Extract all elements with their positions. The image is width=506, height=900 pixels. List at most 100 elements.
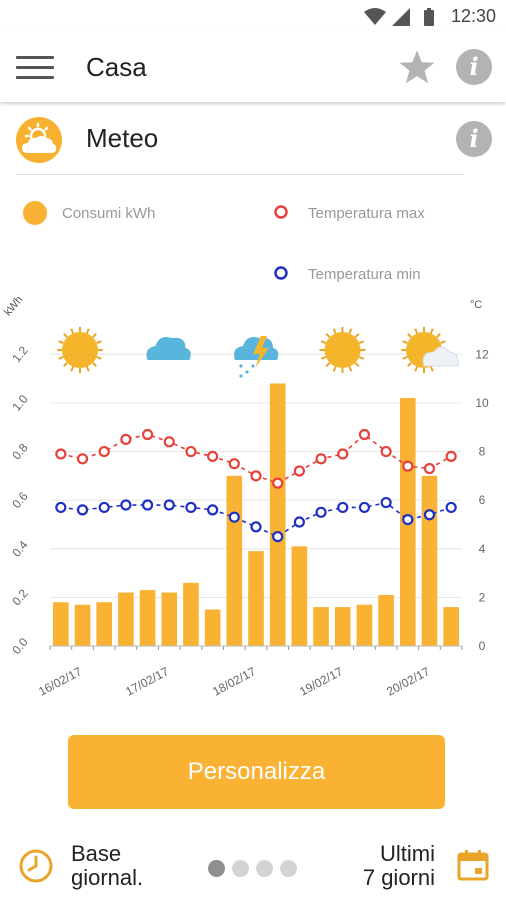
storm-weather-icon	[234, 336, 279, 378]
y-left-tick-label: 0.2	[9, 586, 31, 608]
date-range-line-1: Ultimi	[380, 841, 435, 866]
legend-consumption-swatch	[23, 201, 47, 225]
temp-min-point	[163, 499, 175, 511]
x-tick-label: 17/02/17	[123, 664, 171, 698]
y-right-tick-label: 8	[479, 445, 486, 459]
page-dot-3[interactable]	[256, 860, 273, 877]
temp-max-point	[445, 450, 457, 462]
section-title: Meteo	[86, 123, 159, 153]
consumption-bar	[204, 609, 221, 646]
temp-max-point	[76, 453, 89, 465]
star-icon[interactable]	[398, 48, 436, 86]
clock-icon[interactable]	[18, 848, 54, 884]
x-tick-label: 19/02/17	[297, 664, 345, 698]
temp-max-point	[402, 460, 414, 472]
consumption-bar	[53, 602, 69, 646]
consumption-bar	[248, 551, 264, 646]
y-right-tick-label: 12	[475, 347, 489, 361]
consumption-bar	[96, 602, 113, 646]
y-left-tick-label: 1.0	[9, 392, 31, 414]
clock-time: 12:30	[450, 6, 496, 26]
consumption-bar	[356, 604, 373, 646]
section-divider	[16, 174, 464, 175]
base-period-line-2: giornal.	[71, 865, 144, 890]
temp-max-point	[337, 448, 349, 460]
meteo-section: Meteo i	[0, 108, 506, 174]
temp-max-point	[98, 445, 110, 458]
temp-max-point	[315, 453, 327, 465]
legend-temp-max-label: Temperatura max	[308, 205, 425, 222]
section-info-icon[interactable]: i	[456, 121, 492, 157]
page-dot-2[interactable]	[232, 860, 249, 877]
date-range-line-2: 7 giorni	[362, 865, 435, 890]
y-right-tick-label: 4	[479, 542, 486, 556]
signal-icon	[392, 8, 410, 26]
y-left-tick-label: 0.8	[9, 440, 31, 462]
status-bar: 12:30	[0, 0, 506, 32]
legend-consumption-label: Consumi kWh	[62, 205, 156, 222]
cloud-weather-icon	[146, 337, 191, 360]
customize-button[interactable]: Personalizza	[68, 735, 445, 809]
sun-cloud-icon	[16, 117, 62, 163]
consumption-bar	[118, 592, 134, 646]
temp-min-point	[293, 516, 305, 528]
temp-max-point	[293, 465, 305, 477]
consumption-bar	[161, 592, 178, 646]
page-dot-1[interactable]	[208, 860, 225, 877]
consumption-bar	[74, 604, 91, 646]
page-dot-4[interactable]	[280, 860, 297, 877]
sun-cloud-weather-icon	[401, 327, 459, 373]
temp-min-point	[185, 501, 197, 514]
y-right-tick-label: 2	[479, 590, 486, 604]
consumption-bar	[226, 475, 243, 646]
base-period-label[interactable]: Base giornal.	[71, 842, 143, 890]
temp-min-point	[120, 499, 132, 511]
y-right-tick-label: 6	[479, 493, 486, 507]
battery-icon	[424, 8, 434, 26]
temp-min-point	[228, 511, 240, 523]
base-period-line-1: Base	[71, 841, 122, 866]
temp-min-point	[98, 501, 110, 514]
temp-min-point	[76, 504, 89, 516]
calendar-icon[interactable]	[456, 848, 490, 882]
consumption-bar	[183, 582, 199, 646]
temp-max-point	[423, 462, 436, 475]
y-right-axis-label: °C	[470, 299, 482, 311]
consumption-bar	[291, 546, 308, 646]
consumption-bar	[139, 590, 156, 646]
temp-max-point	[228, 458, 240, 470]
y-left-tick-label: 0.4	[9, 538, 31, 560]
consumption-bar	[443, 607, 459, 646]
x-tick-label: 16/02/17	[36, 664, 84, 698]
temp-min-point	[337, 501, 349, 514]
legend-temp-min-label: Temperatura min	[308, 266, 421, 283]
temp-max-point	[141, 428, 154, 441]
temp-max-point	[380, 445, 392, 458]
temp-min-point	[272, 531, 284, 543]
temp-max-point	[207, 450, 219, 462]
consumption-bar	[334, 607, 351, 646]
temp-min-point	[445, 501, 457, 514]
page-title: Casa	[86, 52, 147, 82]
consumption-bar	[378, 594, 394, 646]
temp-max-point	[272, 477, 284, 489]
temp-min-point	[207, 504, 219, 516]
temp-max-point	[358, 428, 371, 441]
date-range-label[interactable]: Ultimi 7 giorni	[363, 842, 435, 890]
consumption-bar	[269, 383, 286, 646]
sun-weather-icon	[57, 327, 103, 373]
hamburger-menu-icon[interactable]	[16, 56, 54, 80]
temp-min-point	[380, 496, 392, 509]
y-left-axis-label: kWh	[2, 294, 25, 319]
x-tick-label: 18/02/17	[210, 664, 258, 698]
temp-min-point	[315, 506, 327, 518]
temp-min-point	[55, 501, 67, 514]
y-right-tick-label: 0	[479, 639, 486, 653]
temp-min-point	[402, 514, 414, 526]
info-icon[interactable]: i	[456, 49, 492, 85]
wifi-icon	[364, 8, 386, 25]
temp-max-point	[163, 436, 175, 448]
temp-min-point	[423, 509, 436, 521]
temp-min-point	[250, 521, 262, 533]
temp-min-point	[358, 501, 371, 514]
